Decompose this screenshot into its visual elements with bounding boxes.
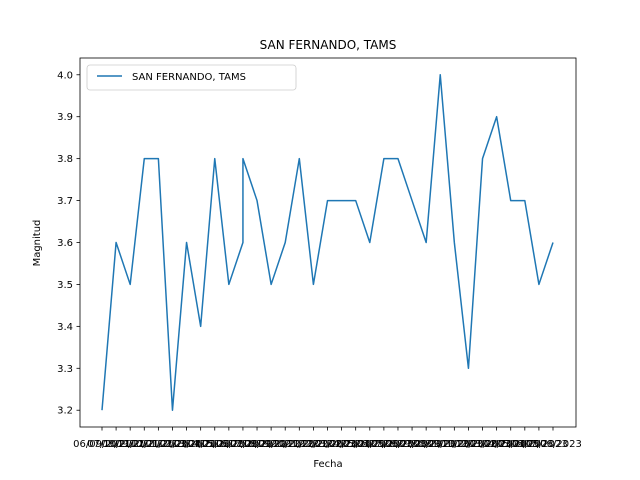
x-tick-label: 25/04/2023 [341,439,399,450]
x-tick-label: 16/07/2022 [214,439,272,450]
chart-title: SAN FERNANDO, TAMS [260,38,397,52]
x-tick-label: 30/09/2023 [411,439,469,450]
x-tick-label: 01/12/2023 [440,439,498,450]
x-tick-label: 11/02/2022 [144,439,202,450]
x-tick-label: 12/03/2022 [158,439,216,450]
x-tick-label: 20/11/2022 [270,439,328,450]
x-tick-label: 28/07/2023 [383,439,441,450]
legend: SAN FERNANDO, TAMS [86,64,297,91]
y-ticks: 3.2 3.3 3.4 3.5 3.6 3.7 3.8 3.9 4.0 [57,70,80,417]
y-tick-label: 3.2 [57,406,73,417]
x-axis-label: Fecha [313,459,342,470]
y-axis-label: Magnitud [32,220,43,267]
y-tick-label: 3.8 [57,154,73,165]
x-tick-label: 21/12/2022 [285,439,343,450]
x-tick-label: 15/06/2022 [200,439,258,450]
y-tick-label: 3.6 [57,238,73,249]
y-tick-label: 3.9 [57,112,73,123]
x-tick-label: 07/06/2023 [524,439,582,450]
x-tick-label: 06/09/2021 [73,439,131,450]
x-tick-label: 13/04/2022 [172,439,230,450]
x-tick-label: 22/01/2023 [299,439,357,450]
y-tick-label: 3.4 [57,322,73,333]
x-tick-label: 24/03/2023 [327,439,385,450]
y-tick-label: 4.0 [57,70,73,81]
x-tick-label: 05/04/2023 [496,439,554,450]
x-tick-label: 29/08/2023 [397,439,455,450]
plot-frame [79,57,577,428]
x-tick-label: 08/11/2021 [101,439,159,450]
x-tick-label: 19/10/2022 [256,439,314,450]
y-tick-label: 3.3 [57,364,73,375]
y-tick-label: 3.5 [57,280,73,291]
x-tick-label: 18/09/2022 [242,439,300,450]
x-tick-label: 26/05/2023 [355,439,413,450]
x-tick-label: 04/03/2023 [482,439,540,450]
x-tick-label: 14/05/2022 [186,439,244,450]
x-tick-label: 03/02/2023 [468,439,526,450]
x-tick-label: 31/10/2023 [426,439,484,450]
x-ticks: 06/09/202107/10/202108/11/202109/12/2021… [73,427,582,450]
legend-box [86,64,297,91]
x-tick-label: 17/08/2022 [228,439,286,450]
x-tick-label: 23/02/2023 [313,439,371,450]
x-tick-label: 02/01/2023 [454,439,512,450]
y-tick-label: 3.7 [57,196,73,207]
legend-label: SAN FERNANDO, TAMS [132,72,246,83]
x-tick-label: 10/01/2022 [130,439,188,450]
x-tick-label: 09/12/2021 [115,439,173,450]
x-tick-label: 27/06/2023 [369,439,427,450]
series-line [101,74,554,411]
x-tick-label: 06/05/2023 [510,439,568,450]
x-tick-label: 07/10/2021 [87,439,145,450]
